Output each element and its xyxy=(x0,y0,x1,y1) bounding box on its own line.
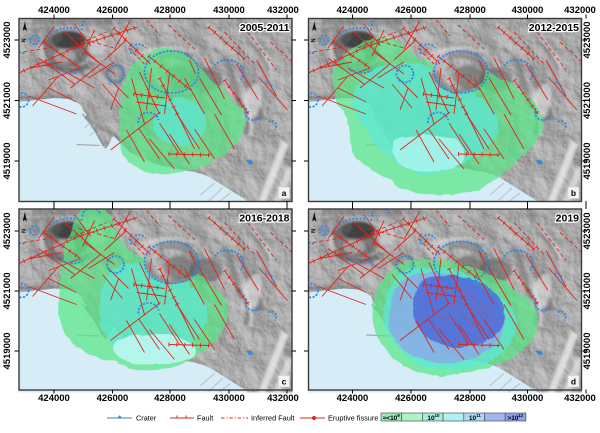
svg-text:430000: 430000 xyxy=(512,393,544,404)
svg-text:426000: 426000 xyxy=(395,5,427,16)
svg-text:4519000: 4519000 xyxy=(582,333,593,370)
svg-text:10: 10 xyxy=(427,415,435,422)
svg-text:4523000: 4523000 xyxy=(2,213,13,250)
svg-text:4521000: 4521000 xyxy=(582,82,593,119)
svg-text:Inferred Fault: Inferred Fault xyxy=(251,414,294,423)
svg-text:>10: >10 xyxy=(507,415,518,422)
svg-text:2005-2011: 2005-2011 xyxy=(240,22,290,34)
svg-text:424000: 424000 xyxy=(38,5,70,16)
svg-text:11: 11 xyxy=(476,413,481,418)
svg-text:10: 10 xyxy=(469,415,477,422)
svg-text:4519000: 4519000 xyxy=(2,333,13,370)
svg-text:432000: 432000 xyxy=(564,5,596,16)
svg-text:4523000: 4523000 xyxy=(582,22,593,59)
svg-text:4523000: 4523000 xyxy=(2,22,13,59)
svg-text:2012-2015: 2012-2015 xyxy=(529,22,579,34)
svg-text:d: d xyxy=(571,377,576,387)
svg-text:10: 10 xyxy=(434,413,440,418)
svg-text:4521000: 4521000 xyxy=(2,273,13,310)
svg-text:430000: 430000 xyxy=(213,5,245,16)
svg-text:428000: 428000 xyxy=(154,5,186,16)
svg-text:424000: 424000 xyxy=(337,393,369,404)
svg-text:4521000: 4521000 xyxy=(582,273,593,310)
svg-text:428000: 428000 xyxy=(454,5,486,16)
svg-text:4519000: 4519000 xyxy=(582,143,593,180)
svg-text:c: c xyxy=(282,377,287,387)
svg-text:424000: 424000 xyxy=(337,5,369,16)
svg-text:4521000: 4521000 xyxy=(2,82,13,119)
svg-text:12: 12 xyxy=(518,413,524,418)
svg-text:432000: 432000 xyxy=(267,393,299,404)
svg-text:≈<10: ≈<10 xyxy=(383,415,398,422)
svg-text:Fault: Fault xyxy=(197,414,213,423)
svg-text:426000: 426000 xyxy=(97,393,129,404)
svg-text:426000: 426000 xyxy=(97,5,129,16)
svg-text:b: b xyxy=(571,188,576,198)
svg-text:2016-2018: 2016-2018 xyxy=(239,213,289,225)
svg-text:Eruptive fissure: Eruptive fissure xyxy=(328,414,378,423)
svg-text:430000: 430000 xyxy=(512,5,544,16)
svg-text:430000: 430000 xyxy=(213,393,245,404)
svg-text:9: 9 xyxy=(397,413,400,418)
svg-text:4523000: 4523000 xyxy=(582,213,593,250)
svg-text:432000: 432000 xyxy=(564,393,596,404)
svg-text:428000: 428000 xyxy=(154,393,186,404)
svg-text:a: a xyxy=(282,188,287,198)
svg-text:2019: 2019 xyxy=(556,213,580,225)
svg-text:424000: 424000 xyxy=(38,393,70,404)
svg-text:Crater: Crater xyxy=(136,414,157,423)
svg-text:428000: 428000 xyxy=(454,393,486,404)
svg-text:432000: 432000 xyxy=(267,5,299,16)
svg-text:4519000: 4519000 xyxy=(2,143,13,180)
svg-text:426000: 426000 xyxy=(395,393,427,404)
